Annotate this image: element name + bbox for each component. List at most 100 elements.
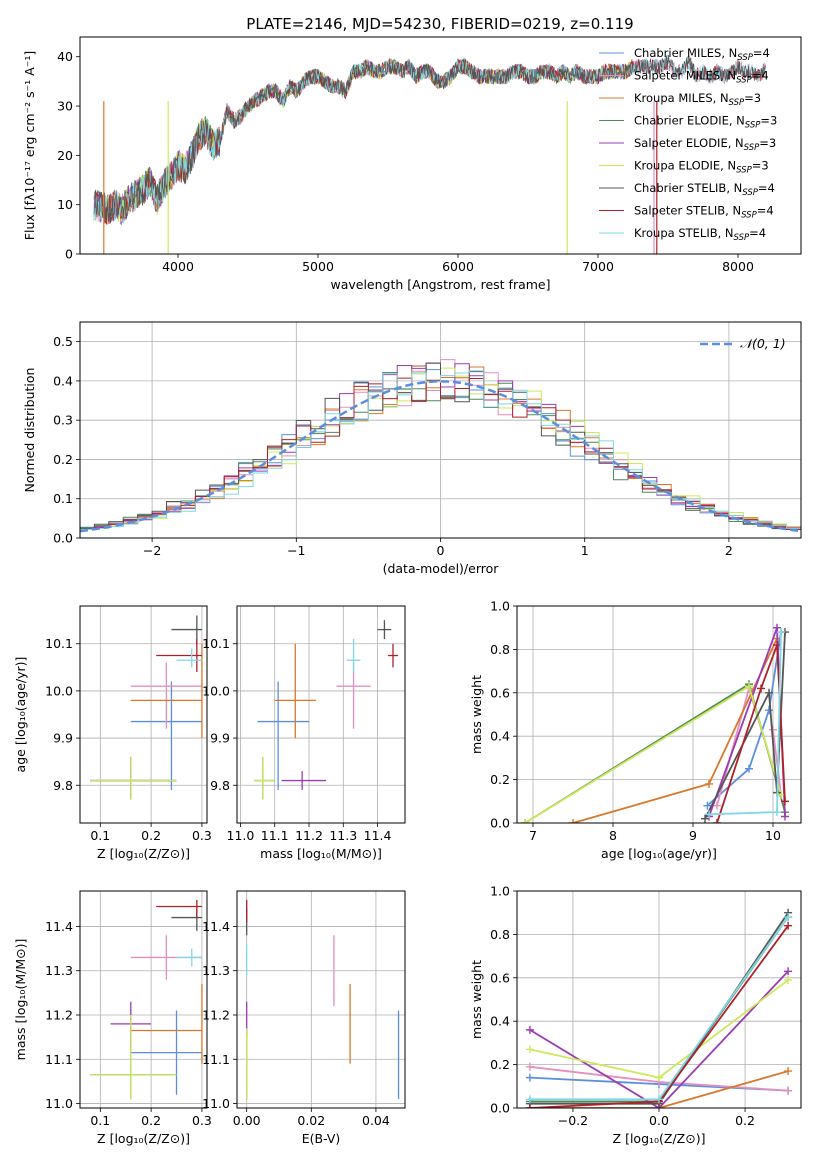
y-axis-label: Normed distribution xyxy=(22,368,37,493)
y-tick-label: 10.1 xyxy=(202,636,230,651)
x-tick-label: 0.2 xyxy=(735,1113,755,1128)
y-tick-label: 10 xyxy=(57,197,73,212)
y-tick-label: 30 xyxy=(57,99,73,114)
x-tick-label: 0.02 xyxy=(297,1113,325,1128)
plot-area xyxy=(93,54,766,254)
x-tick-label: 4000 xyxy=(162,259,194,274)
plot-area xyxy=(80,359,801,538)
x-tick-label: 0.2 xyxy=(141,828,161,843)
legend-count: =4 xyxy=(758,181,775,195)
y-tick-label: 0.6 xyxy=(490,685,510,700)
y-tick-label: 9.8 xyxy=(210,778,230,793)
x-tick-label: 9 xyxy=(689,828,697,843)
y-tick-label: 0.2 xyxy=(490,1057,510,1072)
mass-weight-marker xyxy=(777,628,785,637)
y-axis-label: mass [log₁₀(M/M⊙)] xyxy=(13,939,28,1061)
y-tick-label: 40 xyxy=(57,49,73,64)
x-tick-label: 11.2 xyxy=(295,828,323,843)
residual-histogram xyxy=(80,370,801,538)
mass-weight-marker xyxy=(765,688,773,697)
mass-weight-marker xyxy=(713,819,721,823)
mass-weight-marker xyxy=(784,921,793,930)
x-tick-label: 0.1 xyxy=(90,828,110,843)
mass-weight-marker xyxy=(701,814,709,823)
mass-weight-marker xyxy=(525,1095,534,1104)
mass-weight-marker xyxy=(745,682,753,691)
axes-frame xyxy=(236,605,406,824)
y-tick-label: 0.5 xyxy=(53,334,73,349)
plot-area xyxy=(254,620,399,800)
y-tick-label: 0.0 xyxy=(490,816,510,831)
legend-entry: Chabrier STELIB, NSSP=4 xyxy=(634,181,775,198)
mass-weight-marker xyxy=(703,801,712,810)
y-tick-label: 11.2 xyxy=(202,1008,230,1023)
legend-count: =3 xyxy=(759,136,776,150)
legend-entry: Chabrier ELODIE, NSSP=3 xyxy=(634,114,777,131)
mass-weight-marker xyxy=(773,808,781,817)
x-tick-label: −0.2 xyxy=(558,1113,588,1128)
legend-count: =4 xyxy=(757,204,774,218)
mass-weight-vs-age-plot: 7 8 9 10 0.0 0.2 0.4 0.6 0.8 1.0 age [log₁₀(age/yr… xyxy=(469,599,802,861)
mass-vs-metallicity-plot: 0.1 0.2 0.3 11.0 11.1 11.2 11.3 11.4 Z [log₁₀(Z/… xyxy=(13,890,212,1146)
y-tick-label: 0.0 xyxy=(490,1101,510,1116)
y-tick-label: 0.8 xyxy=(490,642,510,657)
y-tick-label: 1.0 xyxy=(490,884,510,899)
y-axis-label: mass weight xyxy=(469,960,484,1039)
axes-frame xyxy=(236,890,406,1109)
x-tick-label: 11.1 xyxy=(261,828,289,843)
axes-frame xyxy=(516,605,802,824)
axes-frame xyxy=(79,321,802,539)
legend-entry: Chabrier MILES, NSSP=4 xyxy=(634,46,770,63)
normal-curve xyxy=(80,380,801,533)
y-tick-label: 10.1 xyxy=(45,636,73,651)
y-tick-label: 0 xyxy=(65,247,73,262)
mass-weight-marker xyxy=(525,1073,534,1082)
age-vs-metallicity-plot: 0.1 0.2 0.3 9.8 9.9 10.0 10.1 Z [log₁₀(Z/Z⊙)] ag… xyxy=(13,605,212,861)
plot-area xyxy=(525,908,793,1108)
x-tick-label: 0.3 xyxy=(192,828,212,843)
y-tick-label: 11.1 xyxy=(45,1052,73,1067)
y-tick-label: 9.9 xyxy=(53,731,73,746)
plot-area xyxy=(521,623,789,823)
mass-weight-marker xyxy=(655,1073,663,1082)
legend-count: =4 xyxy=(752,69,769,83)
mass-weight-marker xyxy=(705,810,713,819)
y-tick-label: 0.4 xyxy=(53,373,73,388)
mass-weight-marker xyxy=(525,1104,534,1108)
legend-entry: Salpeter MILES, NSSP=4 xyxy=(634,69,769,86)
residuals-histogram: −2 −1 0 1 2 0.0 0.1 0.2 0.3 0.4 0.5 (data-model)/er… xyxy=(22,321,802,576)
legend-entry: Salpeter ELODIE, NSSP=3 xyxy=(634,136,776,153)
legend-subscript: SSP xyxy=(744,143,760,153)
x-tick-label: 7000 xyxy=(582,259,614,274)
y-tick-label: 11.3 xyxy=(45,963,73,978)
y-tick-label: 0.6 xyxy=(490,970,510,985)
y-tick-label: 0.2 xyxy=(53,452,73,467)
mass-weight-marker xyxy=(713,801,721,810)
mass-weight-marker xyxy=(525,1025,534,1034)
y-tick-label: 9.9 xyxy=(210,731,230,746)
legend-subscript: SSP xyxy=(729,98,745,108)
x-tick-label: 11.4 xyxy=(364,828,392,843)
legend-count: =3 xyxy=(744,91,761,105)
mass-weight-marker xyxy=(773,623,781,632)
x-tick-label: 11.0 xyxy=(227,828,255,843)
legend-entry: 𝒩(0, 1) xyxy=(740,336,786,351)
y-tick-label: 9.8 xyxy=(53,778,73,793)
legend-count: =4 xyxy=(753,46,770,60)
y-tick-label: 10.0 xyxy=(202,683,230,698)
legend-subscript: SSP xyxy=(736,76,752,86)
legend-subscript: SSP xyxy=(741,211,757,221)
y-tick-label: 0.2 xyxy=(490,772,510,787)
x-tick-label: 6000 xyxy=(442,259,474,274)
y-tick-label: 11.2 xyxy=(45,1008,73,1023)
mass-weight-marker xyxy=(757,684,765,693)
legend-subscript: SSP xyxy=(737,53,753,63)
y-tick-label: 20 xyxy=(57,148,73,163)
x-tick-label: 0.2 xyxy=(141,1113,161,1128)
x-tick-label: 8 xyxy=(609,828,617,843)
y-tick-label: 10.0 xyxy=(45,683,73,698)
x-tick-label: 5000 xyxy=(302,259,334,274)
mass-weight-marker xyxy=(525,1045,534,1054)
y-tick-label: 0.4 xyxy=(490,729,510,744)
x-axis-label: E(B-V) xyxy=(302,1131,341,1146)
